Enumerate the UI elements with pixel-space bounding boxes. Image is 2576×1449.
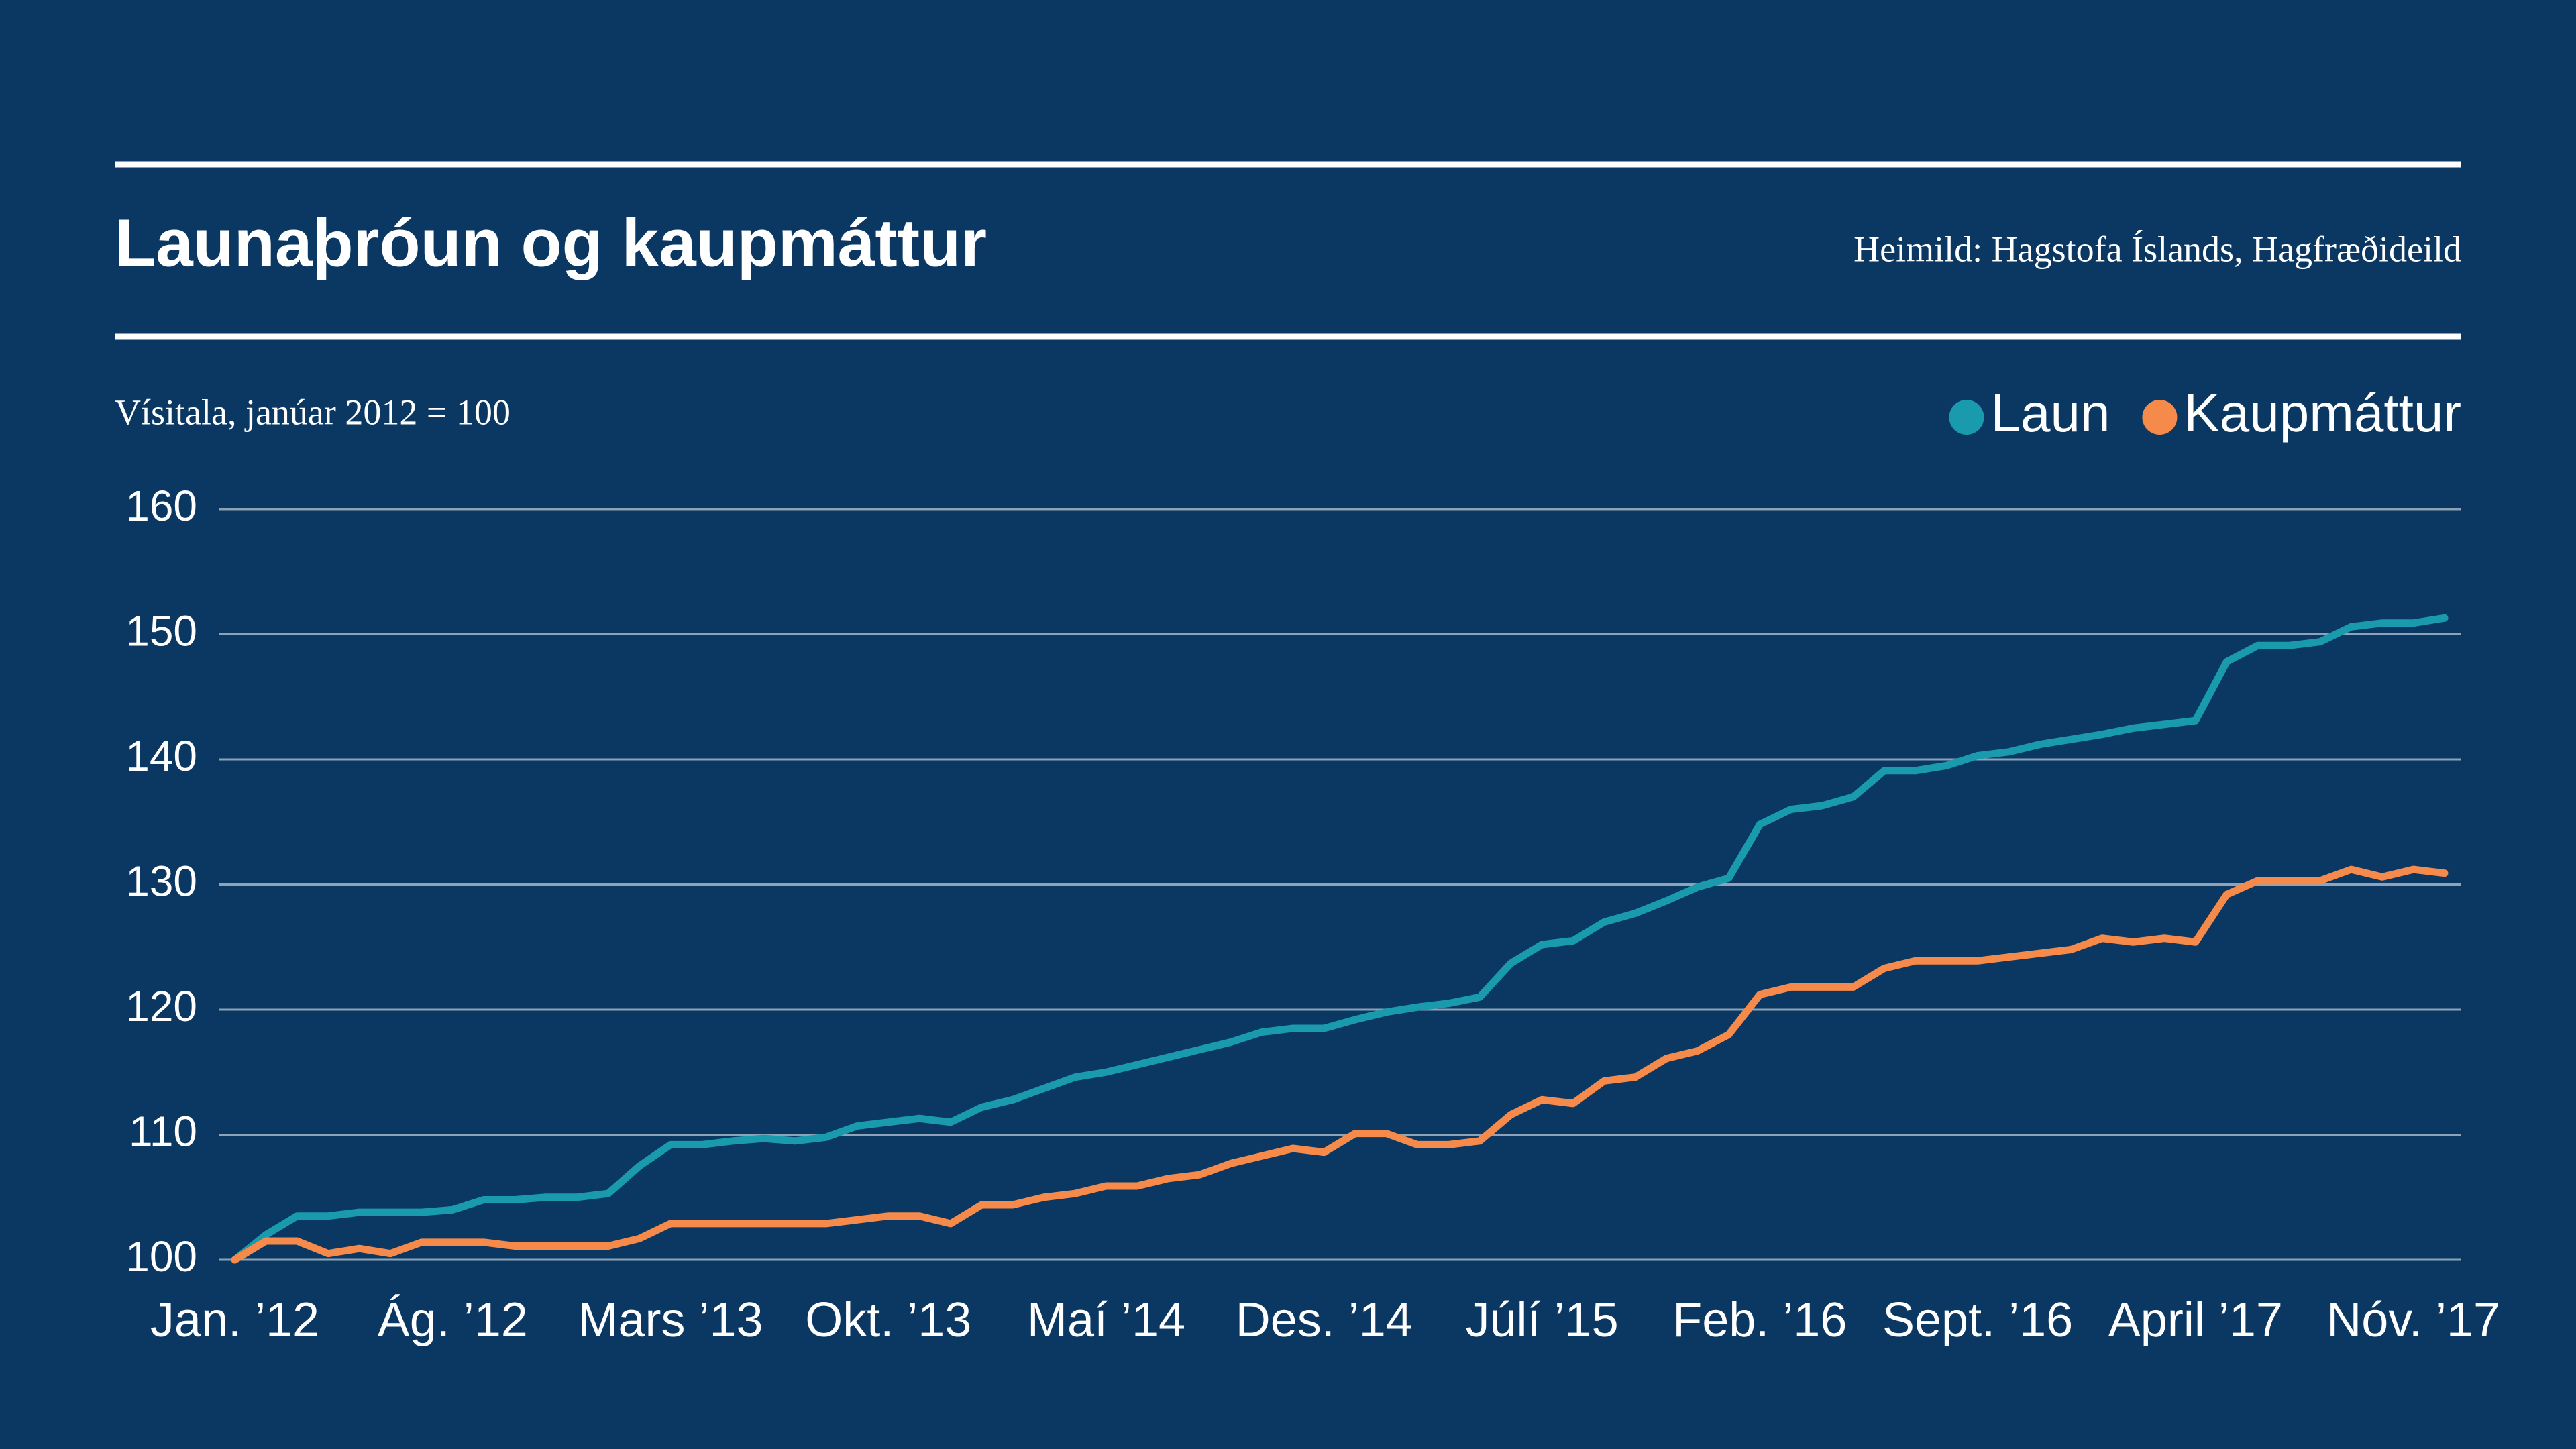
x-tick-label: Feb. ’16: [1672, 1293, 1847, 1347]
legend-marker: [1949, 400, 1984, 435]
y-tick-label: 130: [125, 857, 197, 905]
legend-marker: [2142, 400, 2178, 435]
y-tick-label: 160: [125, 482, 197, 530]
legend-label: Kaupmáttur: [2184, 383, 2461, 443]
x-tick-label: Des. ’14: [1236, 1293, 1413, 1347]
x-tick-label: Maí ’14: [1027, 1293, 1185, 1347]
x-tick-label: Ág. ’12: [378, 1293, 528, 1347]
subtitle: Vísitala, janúar 2012 = 100: [115, 392, 511, 432]
x-tick-label: Mars ’13: [578, 1293, 763, 1347]
x-tick-label: April ’17: [2108, 1293, 2283, 1347]
y-tick-label: 100: [125, 1232, 197, 1281]
chart-title: Launaþróun og kaupmáttur: [115, 205, 987, 280]
x-tick-label: Nóv. ’17: [2326, 1293, 2500, 1347]
x-tick-label: Okt. ’13: [805, 1293, 971, 1347]
y-tick-label: 150: [125, 606, 197, 655]
legend-label: Laun: [1990, 383, 2110, 443]
x-tick-label: Jan. ’12: [150, 1293, 319, 1347]
line: [231, 865, 2449, 1264]
x-tick-label: Júlí ’15: [1465, 1293, 1618, 1347]
line: [231, 614, 2449, 1264]
y-tick-label: 140: [125, 732, 197, 780]
y-tick-label: 120: [125, 982, 197, 1030]
x-tick-label: Sept. ’16: [1882, 1293, 2073, 1347]
y-tick-label: 110: [129, 1107, 197, 1155]
source: Heimild: Hagstofa Íslands, Hagfræðideild: [1854, 229, 2461, 269]
